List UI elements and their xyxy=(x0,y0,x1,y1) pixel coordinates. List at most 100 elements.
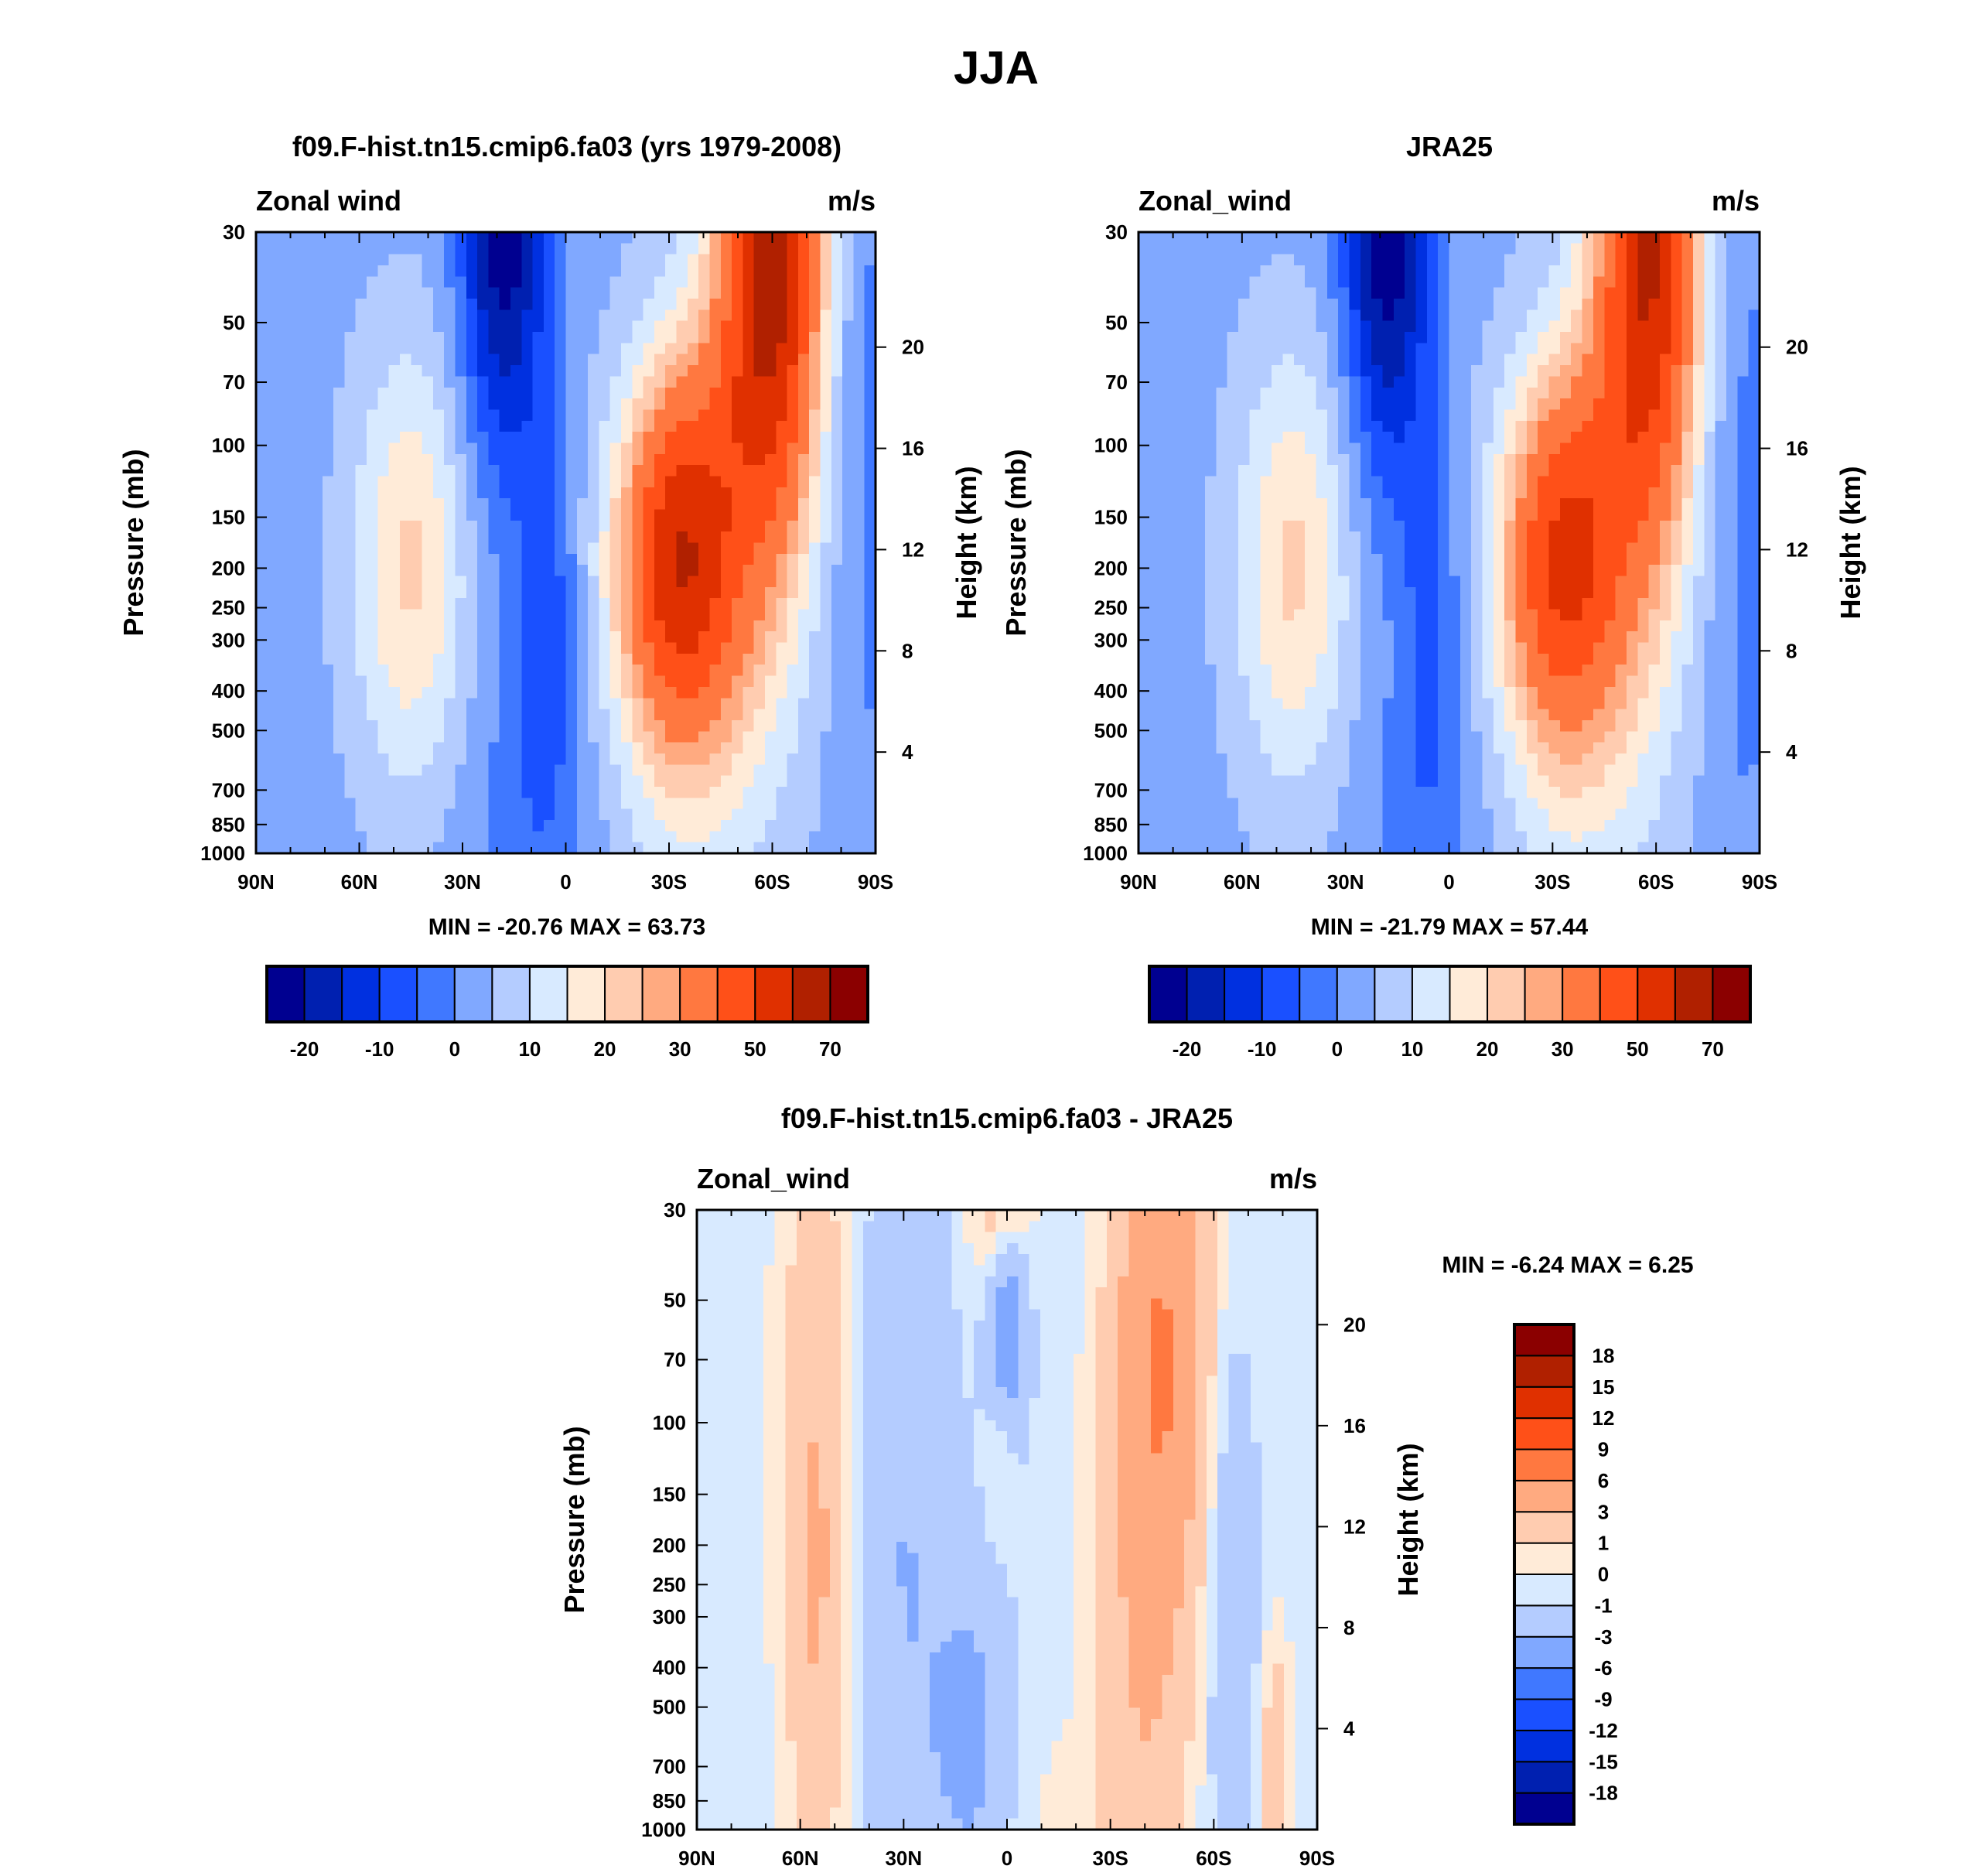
contour-cell xyxy=(687,420,699,432)
contour-cell xyxy=(333,798,346,810)
contour-cell xyxy=(1459,409,1472,422)
contour-cell xyxy=(1459,753,1472,765)
contour-cell xyxy=(521,698,534,710)
contour-cell xyxy=(842,665,855,677)
contour-cell xyxy=(831,808,843,821)
contour-cell xyxy=(532,243,544,255)
contour-cell xyxy=(256,798,268,810)
contour-cell xyxy=(1272,787,1284,799)
contour-cell xyxy=(1260,265,1272,278)
contour-cell xyxy=(532,387,544,399)
contour-cell xyxy=(466,831,478,843)
contour-cell xyxy=(1405,487,1417,499)
contour-cell xyxy=(466,609,478,621)
contour-cell xyxy=(555,309,567,322)
contour-cell xyxy=(466,320,478,333)
contour-cell xyxy=(842,332,855,344)
contour-cell xyxy=(632,586,644,599)
contour-cell xyxy=(355,498,367,511)
contour-cell xyxy=(864,820,876,832)
contour-cell xyxy=(411,820,423,832)
contour-cell xyxy=(576,320,589,333)
contour-cell xyxy=(311,709,323,721)
contour-cell xyxy=(388,631,401,644)
contour-cell xyxy=(399,320,411,333)
contour-cell xyxy=(1382,665,1395,677)
contour-cell xyxy=(765,287,777,299)
contour-cell xyxy=(510,232,523,244)
contour-cell xyxy=(831,376,843,388)
contour-cell xyxy=(477,332,490,344)
contour-cell xyxy=(1282,609,1295,621)
contour-cell xyxy=(267,365,279,378)
contour-cell xyxy=(288,487,301,499)
contour-cell xyxy=(621,598,633,610)
contour-cell xyxy=(1193,665,1206,677)
contour-cell xyxy=(864,598,876,610)
contour-cell xyxy=(488,665,500,677)
contour-cell xyxy=(333,476,346,488)
contour-cell xyxy=(621,653,633,665)
contour-cell xyxy=(643,598,655,610)
contour-cell xyxy=(797,709,810,721)
contour-cell xyxy=(477,299,490,311)
contour-cell xyxy=(1305,586,1317,599)
contour-cell xyxy=(311,576,323,588)
contour-cell xyxy=(1326,598,1339,610)
contour-cell xyxy=(1360,332,1372,344)
contour-cell xyxy=(609,798,622,810)
contour-cell xyxy=(466,487,478,499)
contour-cell xyxy=(1260,409,1272,422)
contour-cell xyxy=(720,764,732,777)
contour-cell xyxy=(1216,320,1228,333)
contour-cell xyxy=(1282,731,1295,743)
contour-cell xyxy=(411,787,423,799)
contour-cell xyxy=(632,742,644,754)
contour-cell xyxy=(1393,487,1405,499)
contour-cell xyxy=(399,420,411,432)
contour-cell xyxy=(422,265,434,278)
contour-cell xyxy=(355,731,367,743)
contour-cell xyxy=(654,232,666,244)
contour-cell xyxy=(842,476,855,488)
contour-cell xyxy=(300,753,312,765)
contour-cell xyxy=(588,576,600,588)
contour-cell xyxy=(510,565,523,577)
contour-cell xyxy=(1249,420,1261,432)
contour-cell xyxy=(1305,409,1317,422)
contour-cell xyxy=(765,332,777,344)
contour-cell xyxy=(742,842,755,854)
contour-cell xyxy=(1160,742,1173,754)
contour-cell xyxy=(1405,698,1417,710)
contour-cell xyxy=(1193,719,1206,732)
contour-cell xyxy=(477,742,490,754)
contour-cell xyxy=(842,798,855,810)
contour-cell xyxy=(300,831,312,843)
contour-cell xyxy=(1449,232,1461,244)
contour-cell xyxy=(466,698,478,710)
contour-cell xyxy=(344,343,357,355)
contour-cell xyxy=(455,586,467,599)
contour-cell xyxy=(510,576,523,588)
contour-cell xyxy=(333,309,346,322)
contour-cell xyxy=(742,376,755,388)
contour-cell xyxy=(1415,586,1428,599)
contour-cell xyxy=(377,808,390,821)
contour-cell xyxy=(1305,443,1317,455)
contour-cell xyxy=(853,709,865,721)
contour-cell xyxy=(665,354,678,366)
contour-cell xyxy=(521,764,534,777)
contour-cell xyxy=(311,631,323,644)
contour-cell xyxy=(599,265,611,278)
contour-cell xyxy=(1426,775,1439,788)
contour-cell xyxy=(709,665,722,677)
contour-cell xyxy=(732,665,744,677)
contour-cell xyxy=(588,398,600,411)
contour-cell xyxy=(432,719,445,732)
contour-cell xyxy=(532,276,544,289)
contour-cell xyxy=(532,731,544,743)
contour-cell xyxy=(665,443,678,455)
contour-cell xyxy=(1293,764,1306,777)
contour-cell xyxy=(1183,420,1195,432)
contour-cell xyxy=(1405,443,1417,455)
